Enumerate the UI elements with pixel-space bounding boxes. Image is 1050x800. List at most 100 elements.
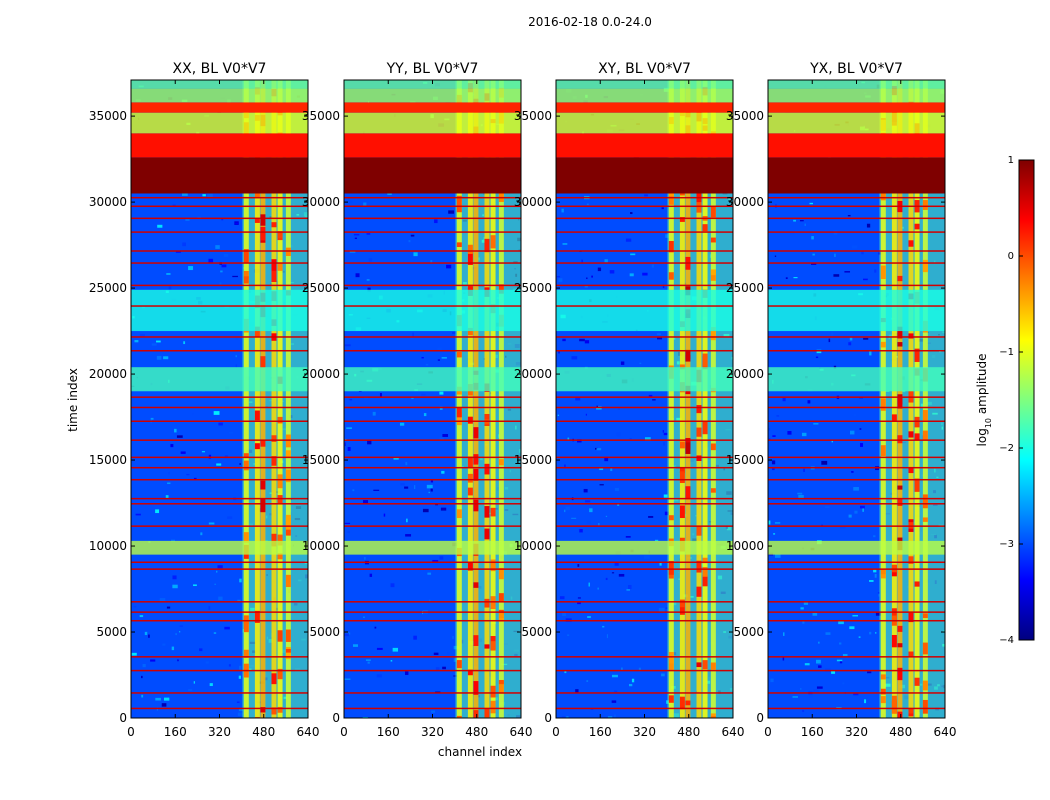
heatmap-speckle [606,634,608,639]
heatmap-speckle [863,337,869,340]
heatmap-speckle [235,355,237,358]
heatmap-speckle [216,570,218,573]
heatmap-speckle [839,527,846,529]
heatmap-speckle [367,661,370,664]
heatmap-speckle [347,447,351,451]
bright-channel-blob [277,553,283,560]
heatmap-speckle [860,442,864,447]
bright-channel-blob [922,517,928,522]
x-axis-label: channel index [438,745,522,759]
heatmap-speckle [235,338,239,341]
horizontal-band [556,88,733,103]
heatmap-speckle [141,675,143,679]
heatmap-speckle [813,423,819,425]
bright-channel-blob [880,186,886,201]
bright-channel-blob [908,467,914,474]
bright-channel-blob [260,214,266,226]
heatmap-speckle [216,463,222,466]
heatmap-speckle [599,468,604,471]
flagged-row [344,525,521,527]
heatmap-speckle [561,716,565,718]
heatmap-speckle [430,479,434,483]
heatmap-speckle [437,359,441,361]
heatmap-speckle [175,633,177,636]
bright-channel-blob [702,421,708,435]
bright-channel-blob [498,679,504,685]
heatmap-speckle [413,252,418,257]
heatmap-speckle [186,473,190,476]
y-tick-label: 5000 [309,625,340,639]
heatmap-speckle [193,477,197,480]
heatmap-speckle [864,699,867,704]
bright-channel-blob [271,707,277,715]
x-tick-label: 640 [297,725,320,739]
horizontal-band [131,289,308,332]
heatmap-speckle [235,222,238,225]
heatmap-speckle [651,264,654,268]
heatmap-speckle [800,688,802,690]
horizontal-band [344,112,521,134]
heatmap-speckle [643,555,650,559]
bright-channel-blob [914,581,920,587]
heatmap-speckle [344,633,349,637]
bright-channel-blob [254,443,260,450]
heatmap-speckle [374,626,377,629]
heatmap-speckle [611,674,618,678]
bright-channel-blob [702,567,708,577]
heatmap-speckle [614,714,616,718]
heatmap-speckle [858,636,861,638]
bright-channel-blob [254,716,260,718]
bright-channel-blob [696,586,702,597]
heatmap-speckle [629,273,634,277]
heatmap-speckle [452,636,454,639]
bright-channel-blob [908,431,914,438]
heatmap-speckle [390,583,395,588]
heatmap-speckle [818,641,820,644]
bright-channel-blob [908,333,914,339]
heatmap-speckle [134,340,139,343]
heatmap-speckle [793,219,796,222]
bright-channel-blob [922,200,928,210]
heatmap-speckle [562,243,568,245]
horizontal-band [768,289,945,332]
heatmap-speckle [659,561,662,566]
heatmap-speckle [439,406,443,410]
heatmap-speckle [873,569,877,573]
bright-channel-blob [490,685,496,698]
flagged-row [768,669,945,672]
flagged-row [131,396,308,398]
horizontal-band [344,289,521,332]
bright-channel-blob [702,353,708,367]
heatmap-speckle [562,612,567,617]
bright-channel-blob [243,460,249,471]
bright-channel-blob [891,706,897,714]
heatmap-speckle [875,631,877,634]
bright-channel-blob [456,509,462,519]
panel-title: XY, BL V0*V7 [598,61,691,77]
bright-channel-blob [271,533,277,547]
heatmap-speckle [874,269,877,273]
bright-channel-column [467,80,473,718]
flagged-row [556,396,733,398]
heatmap-speckle [798,494,804,499]
bright-channel-blob [473,681,479,695]
bright-channel-blob [271,673,277,685]
bright-channel-blob [685,700,691,706]
bright-channel-column [473,80,479,718]
heatmap-speckle [408,240,411,243]
horizontal-band [344,540,521,555]
x-tick-label: 0 [127,725,135,739]
bright-channel-blob [668,241,674,253]
bright-channel-blob [473,710,479,718]
bright-channel-blob [668,272,674,280]
heatmap-speckle [564,464,566,469]
bright-channel-blob [260,707,266,713]
flagged-row [344,406,521,409]
flagged-row [131,250,308,252]
bright-channel-blob [484,463,490,475]
bright-channel-blob [277,706,283,713]
bright-channel-blob [490,235,496,249]
bright-channel-blob [277,630,283,642]
bright-channel-blob [710,443,716,451]
colorbar-ticks: 1 0 −1 −2 −3 −4 [999,155,1023,646]
